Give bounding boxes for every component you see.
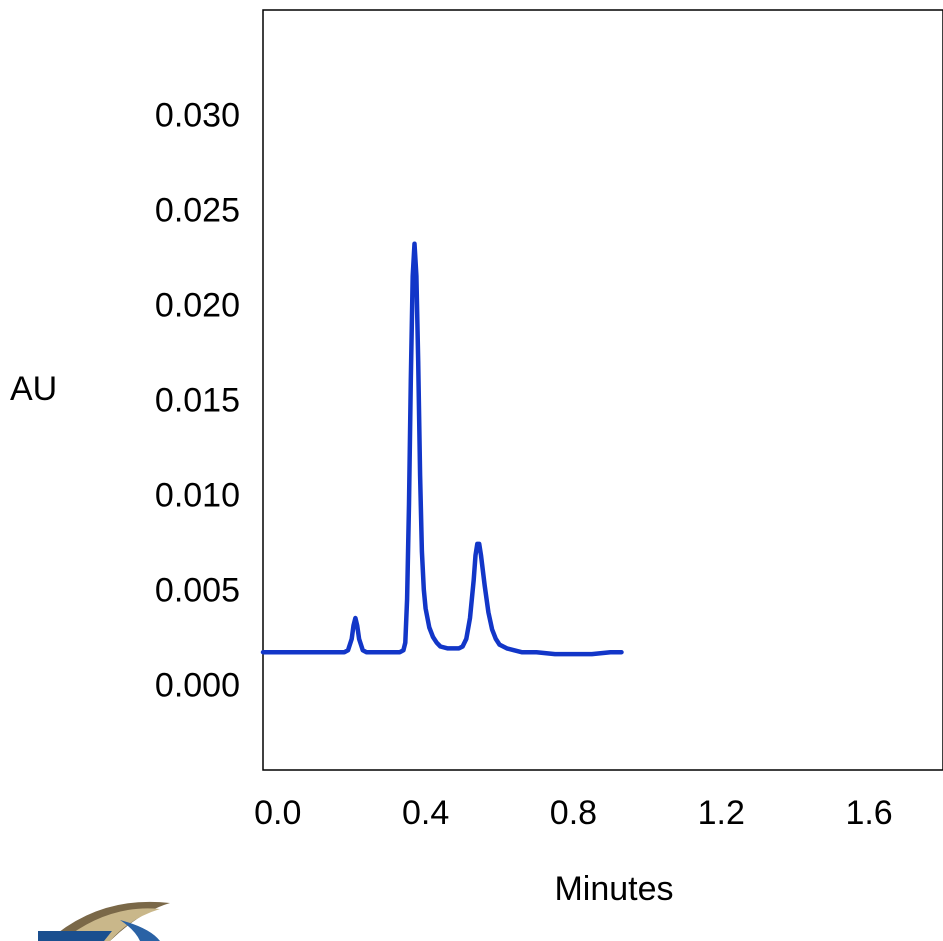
y-tick-labels: 0.000 0.005 0.010 0.015 0.020 0.025 0.030 <box>155 97 240 705</box>
y-tick-label: 0.005 <box>155 572 240 610</box>
y-axis-label: AU <box>10 370 57 408</box>
y-tick-label: 0.000 <box>155 667 240 705</box>
series-line <box>260 241 624 657</box>
y-tick-label: 0.030 <box>155 97 240 135</box>
y-tick-label: 0.020 <box>155 287 240 325</box>
x-tick-label: 0.0 <box>254 794 301 832</box>
logo-emblem <box>38 901 170 941</box>
x-axis-label: Minutes <box>554 870 673 908</box>
y-tick-label: 0.025 <box>155 192 240 230</box>
x-tick-label: 1.6 <box>845 794 892 832</box>
x-tick-labels: 0.0 0.4 0.8 1.2 1.6 <box>254 794 893 832</box>
y-tick-label: 0.015 <box>155 382 240 420</box>
y-tick-label: 0.010 <box>155 477 240 515</box>
x-tick-label: 1.2 <box>698 794 745 832</box>
x-tick-label: 0.4 <box>402 794 449 832</box>
x-tick-label: 0.8 <box>550 794 597 832</box>
plot-frame <box>262 9 943 771</box>
